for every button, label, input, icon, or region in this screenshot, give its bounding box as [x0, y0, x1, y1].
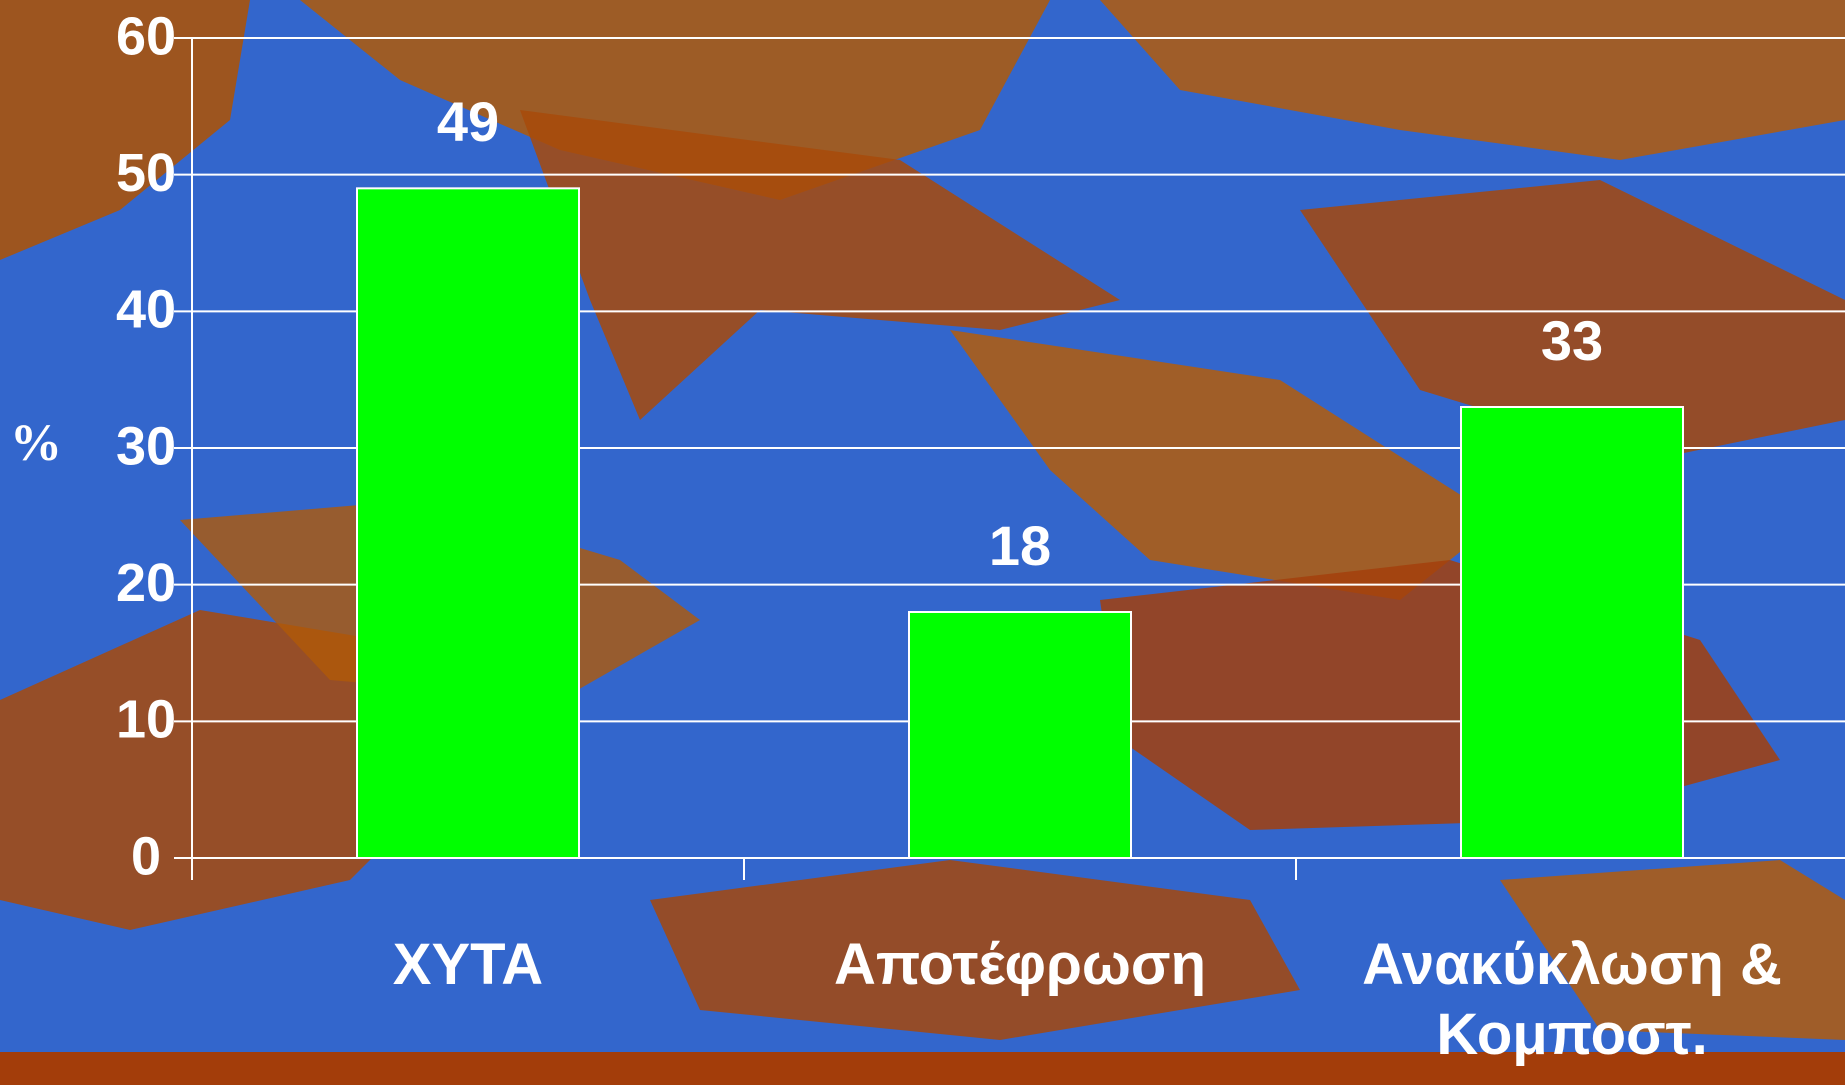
y-tick-label: 20	[116, 553, 176, 613]
y-tick-label: 0	[131, 826, 161, 886]
y-tick-label: 60	[116, 6, 176, 66]
x-tick-label: Ανακύκλωση & Κομποστ.	[1342, 930, 1802, 1070]
page: % 0102030405060491833 {"chart_data": {"t…	[0, 0, 1845, 1085]
data-label: 18	[989, 514, 1051, 577]
bar	[1461, 407, 1683, 858]
chart: % 0 10 20 30 40 50 60 49 18 33	[0, 0, 1845, 1085]
data-label: 33	[1541, 309, 1603, 372]
x-tick-label: Αποτέφρωση	[790, 930, 1250, 1000]
y-tick-label: 30	[116, 416, 176, 476]
y-tick-label: 50	[116, 143, 176, 203]
y-tick-label: 40	[116, 280, 176, 340]
bar	[909, 612, 1131, 858]
data-label: 49	[437, 90, 499, 153]
bar	[357, 188, 579, 858]
y-axis-label: %	[10, 415, 62, 472]
y-tick-label: 10	[116, 690, 176, 750]
x-tick-label: ΧΥΤΑ	[238, 930, 698, 1000]
